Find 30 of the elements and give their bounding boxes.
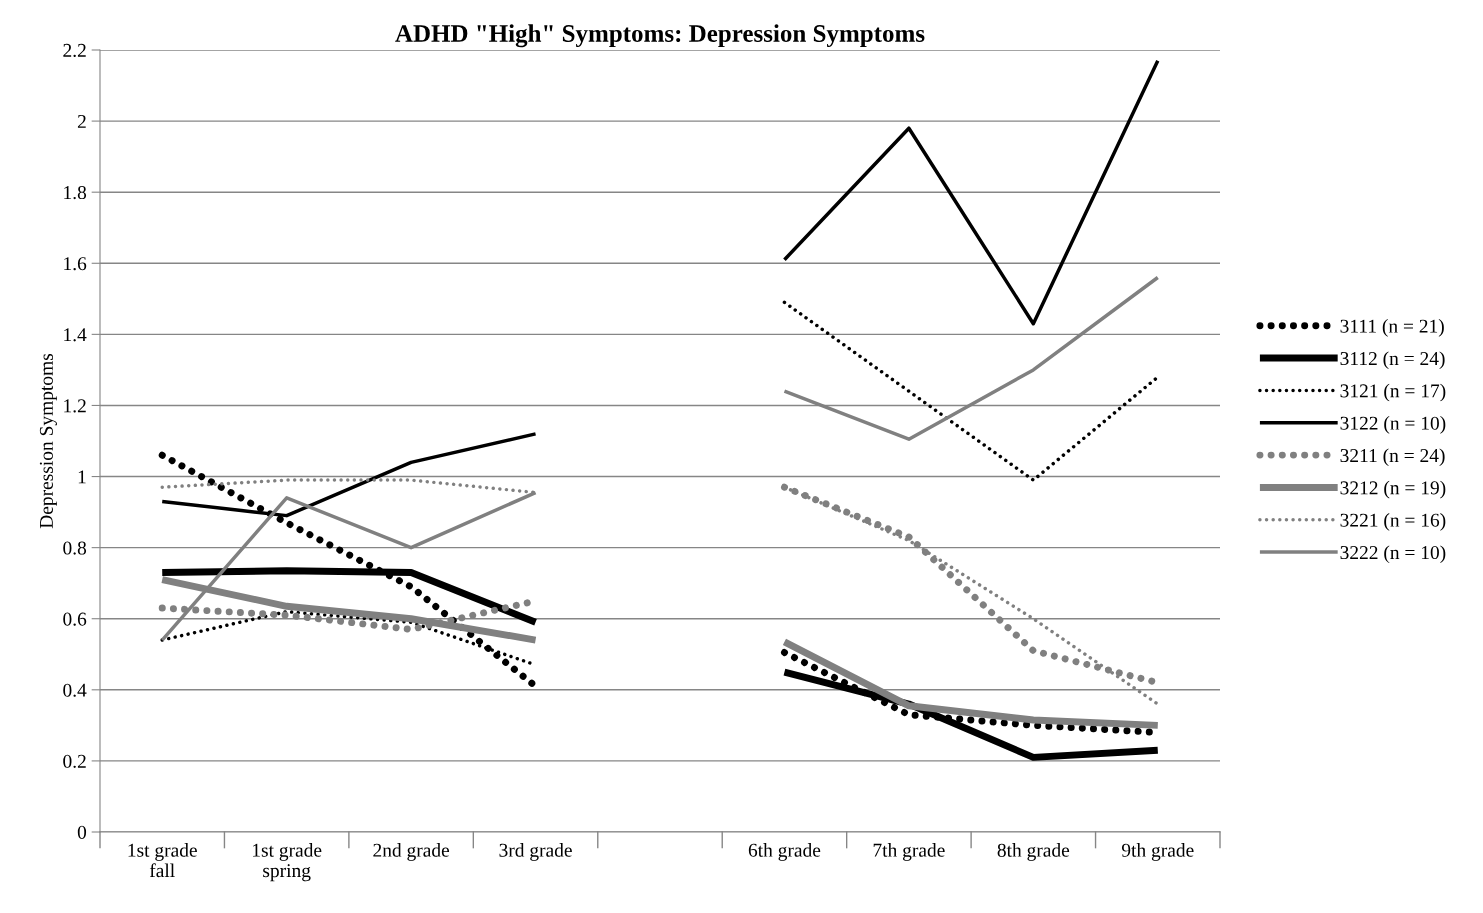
x-tick-label: 1st grade fall — [128, 843, 197, 878]
x-tick-label: 2nd grade — [373, 843, 450, 861]
legend-label: 3211 (n = 24) — [1340, 448, 1445, 467]
x-tick-label: 1st grade spring — [253, 843, 322, 882]
y-tick-label: 0.4 — [63, 683, 87, 697]
y-tick-label: 2 — [77, 114, 86, 128]
y-tick-label: 0.6 — [63, 612, 87, 626]
x-tick-label: 6th grade — [748, 843, 821, 861]
legend-label: 3122 (n = 10) — [1340, 416, 1446, 434]
x-tick-label: 7th grade — [873, 843, 945, 861]
y-tick-label: 1.6 — [64, 257, 87, 271]
legend-label: 3221 (n = 16) — [1340, 513, 1446, 531]
y-tick-label: 2.2 — [63, 43, 86, 58]
y-tick-label: 0.2 — [63, 754, 86, 768]
x-tick-label: 8th grade — [997, 843, 1070, 861]
legend-label: 3121 (n = 17) — [1340, 383, 1446, 402]
legend-label: 3212 (n = 19) — [1340, 480, 1446, 499]
x-tick-label: 3rd grade — [499, 843, 572, 861]
chart-title: ADHD "High" Symptoms: Depression Symptoms — [395, 24, 925, 48]
y-tick-label: 1.2 — [64, 399, 86, 413]
x-tick-label: 9th grade — [1121, 843, 1194, 861]
legend-label: 3111 (n = 21) — [1340, 319, 1444, 337]
y-tick-label: 1.8 — [64, 186, 87, 200]
legend-label: 3112 (n = 24) — [1340, 351, 1445, 370]
y-tick-label: 0 — [77, 825, 87, 839]
legend-label: 3222 (n = 10) — [1340, 545, 1446, 564]
y-tick-label: 1 — [78, 470, 86, 484]
y-axis-title: Depression Symptoms — [39, 353, 57, 529]
y-tick-label: 0.8 — [63, 541, 87, 555]
y-tick-label: 1.4 — [64, 328, 87, 342]
